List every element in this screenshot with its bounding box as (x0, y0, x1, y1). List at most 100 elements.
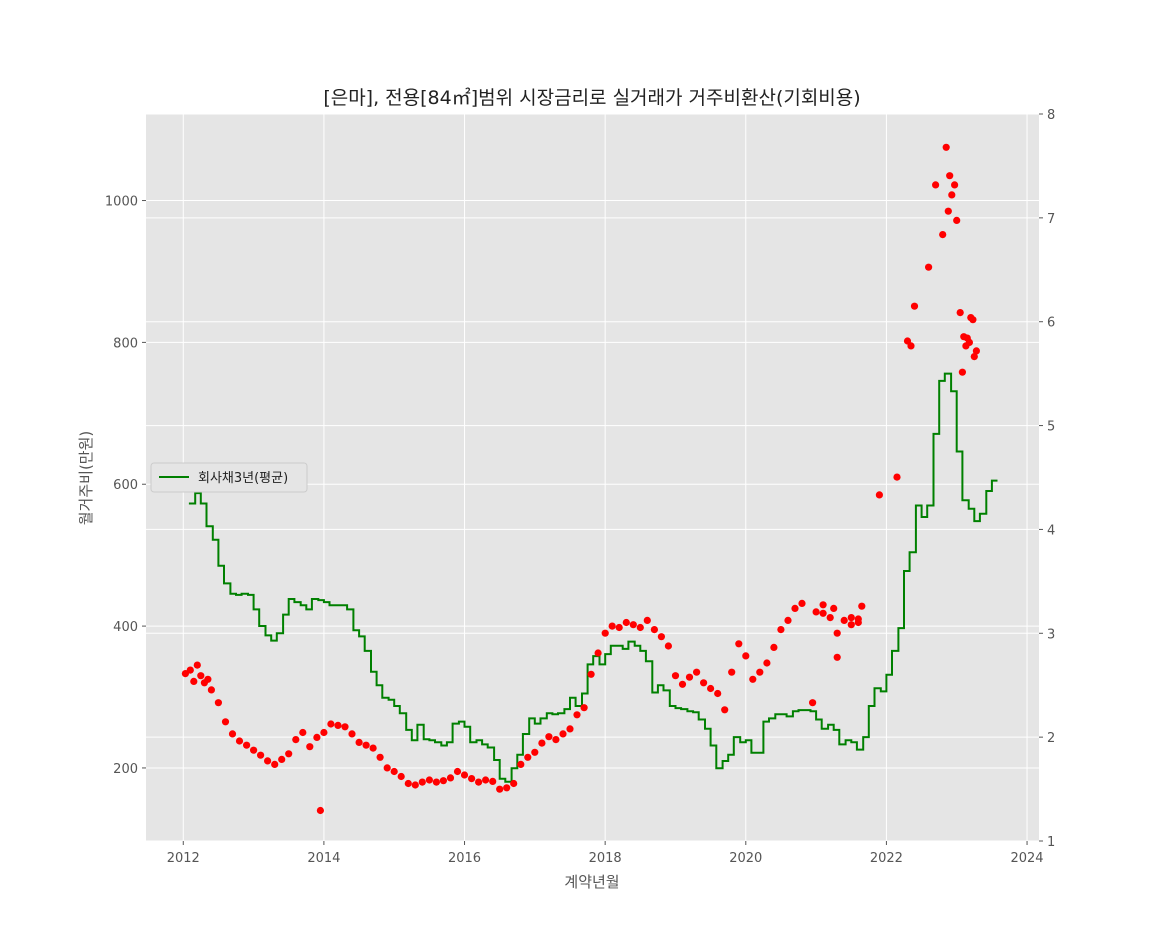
scatter-point (552, 736, 560, 744)
scatter-point (327, 720, 335, 728)
scatter-point (693, 668, 701, 676)
scatter-point (573, 711, 581, 719)
scatter-point (545, 733, 553, 741)
scatter-point (812, 608, 820, 616)
scatter-point (893, 473, 901, 481)
scatter-point (190, 677, 198, 686)
scatter-point (257, 751, 265, 759)
scatter-point (956, 309, 964, 317)
scatter-point (714, 689, 722, 698)
scatter-point (650, 626, 659, 634)
scatter-point (700, 679, 708, 687)
scatter-point (601, 629, 609, 637)
scatter-point (376, 753, 384, 761)
x-axis-ticks: 2012 2014 2016 2018 2020 2022 2024 (167, 841, 1044, 866)
scatter-point (580, 704, 588, 712)
scatter-point (819, 601, 827, 609)
scatter-point (383, 764, 391, 772)
scatter-point (643, 616, 651, 625)
scatter-point (320, 728, 328, 737)
scatter-point (531, 748, 539, 756)
scatter-point (925, 263, 933, 271)
scatter-point (965, 338, 974, 346)
x-axis-title: 계약년월 (564, 873, 619, 891)
scatter-point (278, 755, 286, 764)
scatter-point (193, 661, 201, 669)
scatter-point (496, 785, 504, 793)
y-tick-label: 400 (113, 620, 138, 635)
scatter-point (517, 760, 525, 769)
x-tick-label: 2014 (307, 851, 340, 866)
scatter-point (425, 776, 433, 784)
scatter-point (671, 672, 680, 680)
scatter-point (854, 618, 862, 627)
scatter-point (951, 181, 959, 189)
scatter-point (228, 730, 237, 738)
scatter-point (566, 725, 574, 733)
scatter-point (299, 728, 307, 737)
scatter-point (538, 739, 546, 747)
scatter-point (858, 602, 866, 610)
scatter-point (285, 750, 293, 758)
scatter-point (819, 609, 827, 617)
scatter-point (735, 640, 743, 648)
scatter-point (453, 767, 462, 776)
scatter-point (946, 172, 954, 180)
scatter-point (636, 623, 644, 632)
scatter-point (482, 776, 490, 784)
scatter-point (657, 633, 666, 641)
scatter-point (559, 730, 567, 738)
scatter-point (847, 621, 855, 629)
scatter-point (334, 721, 342, 730)
scatter-point (840, 616, 848, 625)
y2-tick-label: 3 (1047, 627, 1055, 642)
scatter-point (798, 599, 806, 608)
scatter-point (707, 684, 715, 693)
scatter-point (439, 777, 447, 785)
scatter-point (418, 778, 426, 786)
y-tick-label: 200 (113, 762, 138, 777)
scatter-point (833, 653, 841, 661)
legend-entry-label: 회사채3년(평균) (198, 471, 288, 486)
scatter-point (972, 347, 981, 355)
scatter-point (830, 604, 838, 613)
scatter-point (629, 621, 637, 629)
scatter-point (594, 649, 602, 657)
scatter-point (186, 666, 194, 674)
legend-box (150, 462, 308, 493)
scatter-point (204, 675, 212, 683)
rate-line-layer (188, 372, 998, 783)
scatter-point (390, 767, 398, 776)
scatter-point (932, 181, 940, 189)
scatter-point (341, 723, 349, 731)
scatter-point (475, 778, 483, 786)
scatter-point (271, 760, 279, 769)
scatter-point (953, 216, 961, 224)
scatter-point (316, 806, 324, 815)
scatter-point (939, 231, 947, 239)
scatter-point (446, 774, 455, 782)
scatter-point (944, 207, 952, 215)
y2-tick-label: 7 (1047, 212, 1055, 227)
scatter-point (958, 368, 967, 376)
y-tick-label: 800 (113, 336, 138, 351)
scatter-point (397, 772, 405, 781)
scatter-point (292, 736, 300, 744)
scatter-point (369, 744, 377, 752)
scatter-point (970, 353, 978, 361)
y2-tick-label: 5 (1047, 420, 1055, 435)
scatter-point (721, 706, 729, 714)
scatter-point (243, 741, 251, 749)
scatter-point (826, 614, 834, 622)
scatter-point (489, 777, 497, 786)
scatter-point (355, 738, 363, 747)
scatter-point (784, 616, 792, 625)
y-axis-title: 월거주비(만원) (77, 431, 95, 526)
scatter-point (875, 491, 884, 499)
x-tick-label: 2024 (1010, 851, 1043, 866)
scatter-point (742, 652, 750, 660)
scatter-point (460, 771, 469, 779)
scatter-point (664, 642, 673, 650)
scatter-point (362, 741, 370, 749)
scatter-point (404, 779, 412, 788)
